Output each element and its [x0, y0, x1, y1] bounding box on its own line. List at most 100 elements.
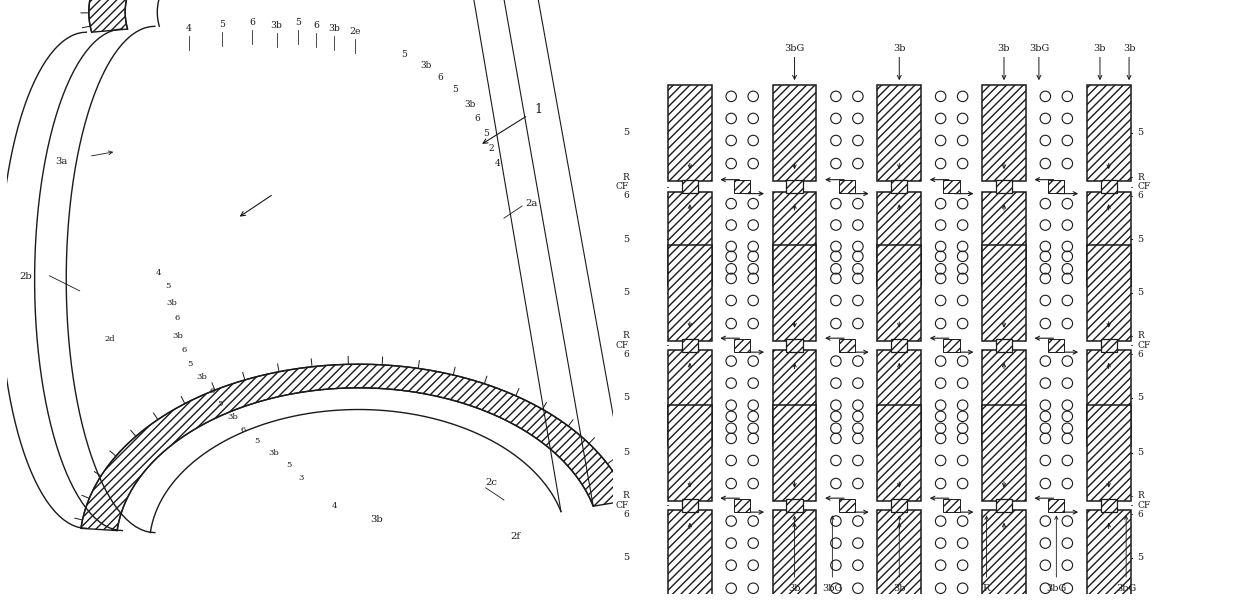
Text: 5: 5 [254, 437, 259, 445]
Text: 3b: 3b [893, 44, 905, 53]
Text: 6: 6 [174, 314, 180, 322]
Text: 3b: 3b [268, 449, 279, 458]
Bar [682, 499, 698, 511]
Bar [786, 180, 802, 193]
Text: 3: 3 [299, 473, 304, 482]
Bar [944, 180, 960, 193]
Text: 3bG: 3bG [1029, 44, 1049, 53]
Bar [892, 180, 908, 193]
Text: 3b: 3b [465, 100, 476, 108]
Bar [1048, 339, 1064, 351]
Text: 6: 6 [1137, 350, 1143, 359]
Bar [773, 193, 816, 285]
Text: 2e: 2e [350, 27, 361, 36]
Bar [1087, 350, 1131, 445]
Text: R: R [983, 584, 991, 593]
Text: 6: 6 [1137, 510, 1143, 519]
Bar [773, 510, 816, 605]
Text: CF: CF [616, 182, 629, 191]
Bar [878, 510, 921, 605]
Text: 2: 2 [489, 144, 495, 153]
Polygon shape [81, 364, 629, 531]
Text: 2f: 2f [510, 532, 520, 541]
Bar [982, 350, 1025, 445]
Bar [944, 339, 960, 351]
Bar [1101, 339, 1117, 351]
Bar [1087, 85, 1131, 181]
Bar [668, 405, 712, 501]
Text: 5: 5 [165, 282, 170, 290]
Text: 5: 5 [622, 288, 629, 298]
Text: 5: 5 [622, 128, 629, 138]
Text: R: R [1137, 173, 1145, 182]
Text: 4: 4 [495, 159, 501, 168]
Bar [668, 85, 712, 181]
Text: 6: 6 [314, 21, 319, 30]
Text: 3b: 3b [1122, 44, 1136, 53]
Bar [773, 405, 816, 501]
Text: 2a: 2a [525, 199, 537, 208]
Text: 3b: 3b [893, 584, 905, 593]
Polygon shape [89, 0, 529, 32]
Text: 3bG: 3bG [1047, 584, 1066, 593]
Bar [982, 405, 1025, 501]
Text: R: R [1137, 331, 1145, 341]
Text: 5: 5 [622, 235, 629, 244]
Text: 2d: 2d [104, 335, 115, 344]
Text: 3b: 3b [197, 373, 207, 381]
Text: R: R [622, 331, 629, 341]
Bar [682, 339, 698, 351]
Bar [838, 339, 856, 351]
Bar [682, 180, 698, 193]
Text: 5: 5 [1137, 448, 1143, 458]
Bar [1048, 180, 1064, 193]
Text: CF: CF [616, 341, 629, 350]
Text: 5: 5 [187, 359, 192, 368]
Bar [878, 245, 921, 341]
Text: 5: 5 [1137, 288, 1143, 298]
Text: 1: 1 [534, 102, 542, 116]
Text: CF: CF [616, 501, 629, 510]
Bar [786, 339, 802, 351]
Text: 3b: 3b [998, 44, 1011, 53]
Text: 3a: 3a [56, 156, 68, 165]
Bar [982, 245, 1025, 341]
Text: CF: CF [1137, 341, 1151, 350]
Bar [1087, 405, 1131, 501]
Bar [838, 180, 856, 193]
Bar [996, 499, 1012, 511]
Text: 6: 6 [210, 387, 215, 395]
Text: 5: 5 [1137, 393, 1143, 402]
Bar [668, 245, 712, 341]
Text: 3b: 3b [270, 21, 283, 30]
Text: 4: 4 [156, 268, 161, 277]
Bar [734, 180, 750, 193]
Bar [773, 85, 816, 181]
Text: 6: 6 [438, 73, 443, 82]
Text: 4: 4 [186, 24, 192, 33]
Bar [1087, 245, 1131, 341]
Bar [1087, 510, 1131, 605]
Text: 5: 5 [622, 448, 629, 458]
Bar [944, 499, 960, 511]
Text: R: R [622, 491, 629, 501]
Text: 3bG: 3bG [822, 584, 842, 593]
Bar [1101, 499, 1117, 511]
Bar [996, 339, 1012, 351]
Text: 3b: 3b [1094, 44, 1106, 53]
Text: 6: 6 [249, 18, 255, 27]
Text: 3b: 3b [789, 584, 801, 593]
Bar [878, 350, 921, 445]
Bar [982, 85, 1025, 181]
Text: R: R [1137, 491, 1145, 501]
Text: 5: 5 [1137, 128, 1143, 138]
Bar [734, 339, 750, 351]
Text: 3b: 3b [329, 24, 340, 33]
Text: 5: 5 [286, 461, 291, 470]
Bar [1101, 180, 1117, 193]
Text: 5: 5 [401, 50, 407, 59]
Bar [734, 499, 750, 511]
Bar [838, 499, 856, 511]
Text: 2b: 2b [19, 271, 32, 281]
Text: 6: 6 [624, 350, 629, 359]
